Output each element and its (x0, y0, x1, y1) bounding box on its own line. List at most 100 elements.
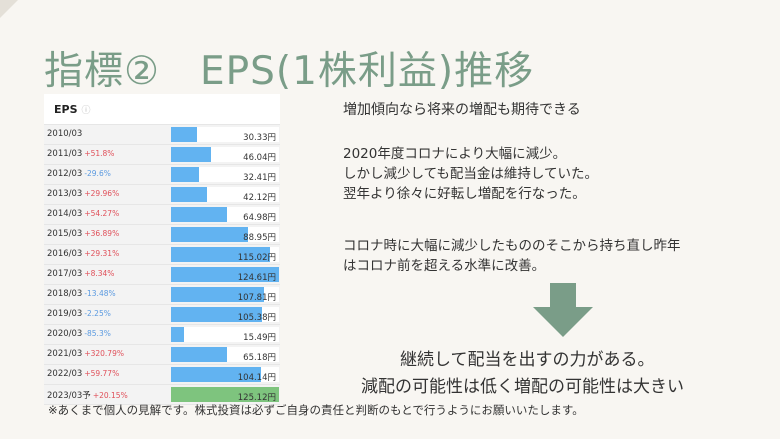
eps-value: 65.18円 (243, 353, 276, 363)
row-year: 2018/03 -13.48% (47, 289, 116, 299)
table-row: 2019/03 -2.25% 105.38円 (44, 304, 280, 324)
row-year: 2023/03予 +20.15% (47, 389, 128, 401)
row-year: 2011/03 +51.8% (47, 149, 114, 159)
year-label: 2019/03 (47, 309, 83, 319)
growth-rate: +29.96% (84, 189, 120, 198)
table-row: 2017/03 +8.34% 124.61円 (44, 264, 280, 284)
eps-table-rows: 2010/03 30.33円 2011/03 +51.8% 46.04円 2012/03-… (44, 124, 280, 405)
bar-track: 105.38円 (171, 307, 279, 323)
row-year: 2021/03 +320.79% (47, 349, 124, 359)
row-year: 2022/03 +59.77% (47, 369, 119, 379)
table-row: 2018/03 -13.48% 107.81円 (44, 284, 280, 304)
eps-bar (171, 307, 262, 322)
bar-track: 104.14円 (171, 367, 279, 383)
year-label: 2018/03 (47, 289, 83, 299)
year-label: 2010/03 (47, 129, 83, 139)
disclaimer: ※あくまで個人の見解です。株式投資は必ずご自身の責任と判断のもとで行うようにお願… (48, 403, 584, 417)
eps-value: 115.02円 (237, 253, 276, 263)
table-row: 2020/03 -85.3% 15.49円 (44, 324, 280, 344)
bar-track: 115.02円 (171, 247, 279, 263)
eps-value: 46.04円 (243, 153, 276, 163)
growth-rate: +320.79% (84, 349, 124, 358)
eps-bar (171, 187, 208, 202)
year-label: 2020/03 (47, 329, 83, 339)
eps-table-header: EPS ⓘ (44, 94, 280, 124)
bar-track: 125.12円 (171, 387, 279, 403)
year-label: 2022/03 (47, 369, 83, 379)
bar-track: 30.33円 (171, 127, 279, 143)
growth-rate: +20.15% (92, 391, 128, 400)
eps-bar (171, 347, 228, 362)
eps-table: EPS ⓘ 2010/03 30.33円 2011/03 +51.8% 46.04円 20… (44, 94, 280, 405)
row-year: 2014/03 +54.27% (47, 209, 119, 219)
year-label: 2021/03 (47, 349, 83, 359)
bar-track: 42.12円 (171, 187, 279, 203)
eps-bar (171, 227, 248, 242)
growth-rate: +59.77% (84, 369, 120, 378)
slide-title: 指標② EPS(1株利益)推移 (44, 49, 535, 94)
year-label: 2023/03予 (47, 391, 91, 401)
row-year: 2015/03 +36.89% (47, 229, 119, 239)
row-year: 2020/03 -85.3% (47, 329, 111, 339)
table-row: 2011/03 +51.8% 46.04円 (44, 144, 280, 164)
paragraph-line: 翌年より徐々に好転し増配を行なった。 (343, 186, 586, 202)
year-label: 2015/03 (47, 229, 83, 239)
growth-rate: -2.25% (84, 309, 111, 318)
eps-bar (171, 287, 265, 302)
eps-bar (171, 267, 279, 282)
bar-track: 46.04円 (171, 147, 279, 163)
eps-bar (171, 147, 211, 162)
eps-value: 107.81円 (237, 293, 276, 303)
corner-decoration (0, 0, 18, 18)
paragraph-2: コロナ時に大幅に減少したもののそこから持ち直し昨年 はコロナ前を超える水準に改善… (343, 236, 681, 276)
growth-rate: +29.31% (84, 249, 120, 258)
year-label: 2017/03 (47, 269, 83, 279)
paragraph-line: はコロナ前を超える水準に改善。 (343, 258, 546, 274)
table-row: 2023/03予 +20.15% 125.12円 (44, 384, 280, 405)
eps-value: 105.38円 (237, 313, 276, 323)
eps-value: 15.49円 (243, 333, 276, 343)
bar-track: 124.61円 (171, 267, 279, 283)
table-row: 2016/03 +29.31% 115.02円 (44, 244, 280, 264)
table-row: 2014/03 +54.27% 64.98円 (44, 204, 280, 224)
eps-bar (171, 127, 198, 142)
bar-track: 107.81円 (171, 287, 279, 303)
eps-bar (171, 367, 261, 382)
eps-value: 42.12円 (243, 193, 276, 203)
growth-rate: +36.89% (84, 229, 120, 238)
info-circle-icon[interactable]: ⓘ (81, 105, 91, 116)
year-label: 2014/03 (47, 209, 83, 219)
eps-table-title: EPS (54, 102, 78, 116)
row-year: 2010/03 (47, 129, 82, 139)
eps-bar (171, 247, 271, 262)
eps-bar (171, 207, 228, 222)
bar-track: 64.98円 (171, 207, 279, 223)
eps-bar (171, 327, 185, 342)
eps-value: 32.41円 (243, 173, 276, 183)
row-year: 2012/03 -29.6% (47, 169, 111, 179)
growth-rate: -13.48% (84, 289, 116, 298)
growth-rate: +51.8% (84, 149, 115, 158)
table-row: 2012/03 -29.6% 32.41円 (44, 164, 280, 184)
paragraph-line: コロナ時に大幅に減少したもののそこから持ち直し昨年 (343, 238, 681, 254)
eps-bar (171, 167, 199, 182)
table-row: 2015/03 +36.89% 88.95円 (44, 224, 280, 244)
year-label: 2016/03 (47, 249, 83, 259)
year-label: 2011/03 (47, 149, 83, 159)
bar-track: 15.49円 (171, 327, 279, 343)
growth-rate: -29.6% (84, 169, 111, 178)
eps-value: 124.61円 (237, 273, 276, 283)
down-arrow-icon (533, 283, 593, 337)
forecast-eps-bar (171, 387, 279, 402)
paragraph-line: しかし減少しても配当金は維持していた。 (343, 166, 599, 182)
eps-value: 64.98円 (243, 213, 276, 223)
eps-value: 125.12円 (237, 393, 276, 403)
paragraph-line: 2020年度コロナにより大幅に減少。 (343, 146, 567, 162)
table-row: 2021/03 +320.79% 65.18円 (44, 344, 280, 364)
row-year: 2019/03 -2.25% (47, 309, 111, 319)
row-year: 2016/03 +29.31% (47, 249, 119, 259)
eps-value: 104.14円 (237, 373, 276, 383)
row-year: 2013/03 +29.96% (47, 189, 119, 199)
conclusion-line-2: 減配の可能性は低く増配の可能性は大きい (361, 377, 684, 397)
growth-rate: -85.3% (84, 329, 111, 338)
